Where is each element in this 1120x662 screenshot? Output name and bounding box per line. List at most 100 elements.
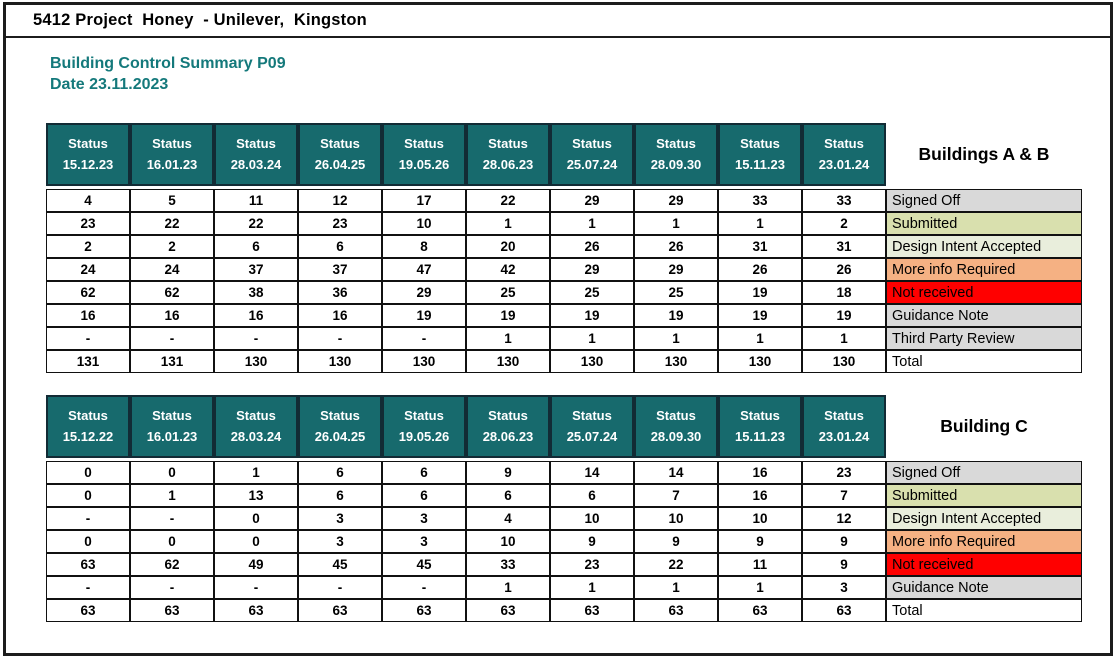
status-count-cell: 20 <box>466 235 550 258</box>
status-count-cell: 8 <box>382 235 466 258</box>
status-header-date: 15.12.22 <box>62 428 114 444</box>
status-count-cell: 11 <box>718 553 802 576</box>
status-count-cell: 2 <box>46 235 130 258</box>
status-count-cell: 16 <box>130 304 214 327</box>
status-count-cell: 25 <box>466 281 550 304</box>
status-header-title: Status <box>152 136 192 152</box>
table-row: - - - - -1 1 1 1 3 Guidance Note <box>46 576 1082 599</box>
status-count-cell: 19 <box>634 304 718 327</box>
table-row: 24 24 37 37 47 42 29 29 26 26 More info Required <box>46 258 1082 281</box>
table-row: 63 62 49 45 45 33 23 22 11 9 Not received <box>46 553 1082 576</box>
status-count-cell: 2 <box>130 235 214 258</box>
status-count-cell: 9 <box>802 530 886 553</box>
status-count-cell: 1 <box>130 484 214 507</box>
status-column-header: Status 15.11.23 <box>718 123 802 186</box>
status-count-cell: 33 <box>466 553 550 576</box>
status-count-cell: 1 <box>634 576 718 599</box>
status-column-header: Status 28.06.23 <box>466 123 550 186</box>
status-count-cell: - <box>130 507 214 530</box>
status-count-cell: 29 <box>634 189 718 212</box>
status-count-cell: 16 <box>718 484 802 507</box>
status-header-date: 28.06.23 <box>482 156 534 172</box>
status-count-cell: 25 <box>550 281 634 304</box>
table-row: 0 1 13 6 6 6 6 7 16 7 Submitted <box>46 484 1082 507</box>
status-column-header: Status 15.12.23 <box>46 123 130 186</box>
status-count-cell: 37 <box>298 258 382 281</box>
status-count-cell: 31 <box>718 235 802 258</box>
status-count-cell: 26 <box>634 235 718 258</box>
status-count-cell: 24 <box>46 258 130 281</box>
status-count-cell: 36 <box>298 281 382 304</box>
status-count-cell: 62 <box>130 553 214 576</box>
status-header-title: Status <box>236 136 276 152</box>
status-count-cell: - <box>382 576 466 599</box>
status-count-cell: - <box>130 327 214 350</box>
status-count-cell: 23 <box>46 212 130 235</box>
status-count-cell: 33 <box>718 189 802 212</box>
status-count-cell: 3 <box>298 530 382 553</box>
status-count-cell: 19 <box>718 304 802 327</box>
status-header-row: Status 15.12.23 Status 16.01.23 Status 28.03.… <box>46 123 1082 186</box>
status-count-cell: 63 <box>46 553 130 576</box>
status-header-title: Status <box>656 136 696 152</box>
status-count-cell: 6 <box>298 235 382 258</box>
status-count-cell: 0 <box>46 461 130 484</box>
status-count-cell: 0 <box>130 530 214 553</box>
status-count-cell: 0 <box>46 530 130 553</box>
status-count-cell: 1 <box>466 327 550 350</box>
status-count-cell: 24 <box>130 258 214 281</box>
status-count-cell: 19 <box>466 304 550 327</box>
status-count-cell: 1 <box>718 327 802 350</box>
status-count-cell: 3 <box>382 507 466 530</box>
row-category-label: More info Required <box>886 530 1082 553</box>
status-count-cell: 26 <box>550 235 634 258</box>
status-count-cell: 17 <box>382 189 466 212</box>
status-count-cell: 1 <box>802 327 886 350</box>
table-row: - - - - -1 1 1 1 1 Third Party Review <box>46 327 1082 350</box>
status-count-cell: 19 <box>382 304 466 327</box>
status-header-date: 15.12.23 <box>62 156 114 172</box>
status-count-cell: 6 <box>214 235 298 258</box>
status-header-title: Status <box>824 408 864 424</box>
status-count-cell: 10 <box>634 507 718 530</box>
status-column-header: Status 16.01.23 <box>130 123 214 186</box>
status-count-cell: 47 <box>382 258 466 281</box>
status-header-date: 16.01.23 <box>146 156 198 172</box>
status-header-date: 19.05.26 <box>398 156 450 172</box>
status-count-cell: 16 <box>46 304 130 327</box>
status-column-header: Status 26.04.25 <box>298 395 382 458</box>
status-header-date: 16.01.23 <box>146 428 198 444</box>
status-count-cell: 6 <box>298 461 382 484</box>
status-count-cell: 62 <box>46 281 130 304</box>
table-row: 131 131 130 130 130 130 130 130 130 130 Total <box>46 350 1082 373</box>
status-count-cell: 62 <box>130 281 214 304</box>
status-count-cell: 31 <box>802 235 886 258</box>
status-count-cell: 63 <box>634 599 718 622</box>
status-count-cell: 9 <box>802 553 886 576</box>
status-count-cell: 2 <box>802 212 886 235</box>
status-count-cell: 49 <box>214 553 298 576</box>
building-label: Buildings A & B <box>886 123 1082 186</box>
report-content: Building Control Summary P09 Date 23.11.… <box>6 38 1110 622</box>
status-header-title: Status <box>488 136 528 152</box>
status-header-date: 26.04.25 <box>314 428 366 444</box>
status-count-cell: 10 <box>550 507 634 530</box>
row-category-label: More info Required <box>886 258 1082 281</box>
table-row: 63 63 63 63 63 63 63 63 63 63 Total <box>46 599 1082 622</box>
status-count-cell: - <box>46 507 130 530</box>
table-row: 23 22 22 23 10 1 1 1 1 2 Submitted <box>46 212 1082 235</box>
page-title: 5412 Project Honey - Unilever, Kingston <box>33 11 367 29</box>
status-count-cell: 131 <box>130 350 214 373</box>
status-header-date: 23.01.24 <box>818 156 870 172</box>
status-count-cell: 0 <box>214 507 298 530</box>
summary-date: Date 23.11.2023 <box>50 76 169 93</box>
row-category-label: Submitted <box>886 484 1082 507</box>
status-header-date: 26.04.25 <box>314 156 366 172</box>
status-count-cell: 3 <box>802 576 886 599</box>
status-count-cell: 14 <box>634 461 718 484</box>
status-header-date: 28.06.23 <box>482 428 534 444</box>
status-count-cell: 23 <box>298 212 382 235</box>
status-column-header: Status 19.05.26 <box>382 395 466 458</box>
status-column-header: Status 25.07.24 <box>550 395 634 458</box>
status-count-cell: 16 <box>718 461 802 484</box>
